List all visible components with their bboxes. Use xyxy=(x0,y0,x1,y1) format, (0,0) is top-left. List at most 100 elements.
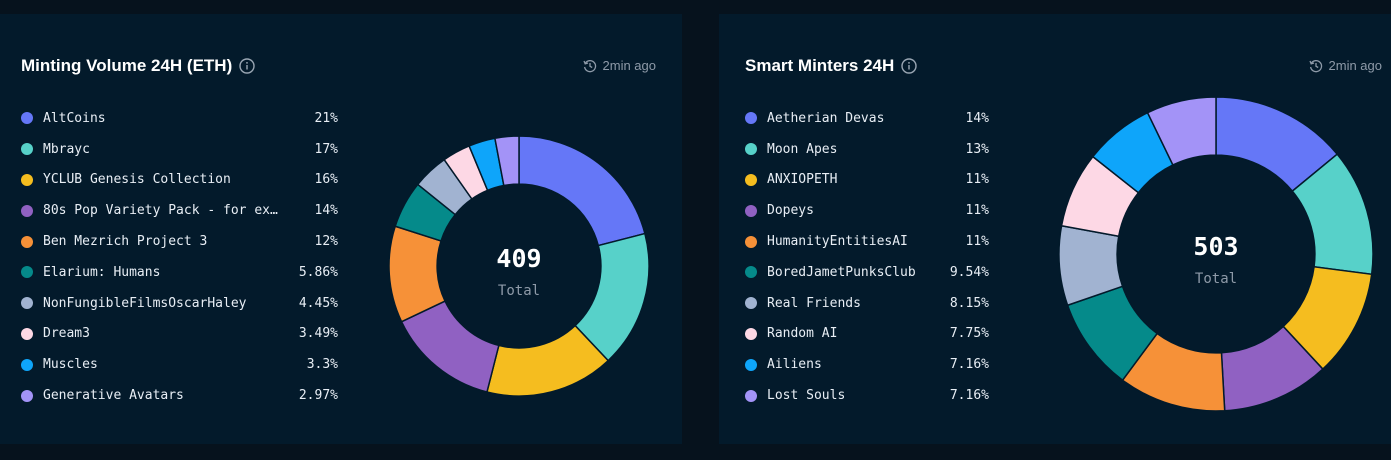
legend-label: Ben Mezrich Project 3 xyxy=(43,234,208,250)
legend-value: 7.16% xyxy=(949,388,989,404)
legend-item[interactable]: Moon Apes 13% xyxy=(745,134,989,165)
legend-label: Dream3 xyxy=(43,326,90,342)
legend-value: 11% xyxy=(965,172,989,188)
legend-swatch xyxy=(745,266,757,279)
legend-swatch xyxy=(745,204,757,217)
legend-item[interactable]: Lost Souls 7.16% xyxy=(745,380,989,411)
legend-label: BoredJametPunksClub xyxy=(767,264,916,280)
legend-swatch xyxy=(745,112,757,125)
legend-label: AltCoins xyxy=(43,110,106,126)
legend-item[interactable]: YCLUB Genesis Collection 16% xyxy=(21,165,338,196)
legend-label: Random AI xyxy=(767,326,838,342)
donut-slice[interactable] xyxy=(1146,96,1217,166)
legend-item[interactable]: Random AI 7.75% xyxy=(745,319,989,350)
legend-swatch xyxy=(21,297,33,310)
donut-slice[interactable] xyxy=(518,135,646,247)
legend-swatch xyxy=(745,358,757,371)
legend-item[interactable]: Muscles 3.3% xyxy=(21,349,338,380)
legend-swatch xyxy=(21,266,33,279)
legend-swatch xyxy=(21,143,33,156)
clock-refresh-icon xyxy=(1308,59,1322,72)
donut-chart: 503 Total xyxy=(1058,96,1374,412)
legend-value: 7.75% xyxy=(949,326,989,342)
legend-swatch xyxy=(21,389,33,402)
legend-label: NonFungibleFilmsOscarHaley xyxy=(43,295,247,311)
legend-swatch xyxy=(21,358,33,371)
legend-label: Moon Apes xyxy=(767,141,838,157)
smart-minters-card: Smart Minters 24H 2min ago Aetherian Dev… xyxy=(719,14,1391,444)
card-title-text: Minting Volume 24H (ETH) xyxy=(21,56,233,75)
legend-value: 16% xyxy=(314,172,338,188)
legend-item[interactable]: ANXIOPETH 11% xyxy=(745,165,989,196)
legend-value: 21% xyxy=(314,110,338,126)
last-updated: 2min ago xyxy=(1308,58,1382,73)
legend-item[interactable]: Aetherian Devas 14% xyxy=(745,103,989,134)
last-updated-text: 2min ago xyxy=(602,58,656,73)
legend-item[interactable]: Real Friends 8.15% xyxy=(745,288,989,319)
legend-item[interactable]: HumanityEntitiesAI 11% xyxy=(745,226,989,257)
legend-label: HumanityEntitiesAI xyxy=(767,234,908,250)
legend-swatch xyxy=(745,327,757,340)
legend-swatch xyxy=(21,327,33,340)
legend-value: 17% xyxy=(314,141,338,157)
legend-swatch xyxy=(21,173,33,186)
legend-swatch xyxy=(21,112,33,125)
legend-item[interactable]: Elarium: Humans 5.86% xyxy=(21,257,338,288)
chart-legend: Aetherian Devas 14% Moon Apes 13% ANXIOPETH 1… xyxy=(745,103,989,411)
legend-value: 4.45% xyxy=(298,295,338,311)
donut-total-label: Total xyxy=(498,283,540,299)
donut-total-label: Total xyxy=(1195,271,1237,287)
legend-label: Elarium: Humans xyxy=(43,264,161,280)
legend-value: 9.54% xyxy=(949,264,989,280)
legend-label: Muscles xyxy=(43,357,98,373)
legend-swatch xyxy=(745,173,757,186)
legend-value: 3.49% xyxy=(298,326,338,342)
legend-item[interactable]: Ben Mezrich Project 3 12% xyxy=(21,226,338,257)
legend-value: 2.97% xyxy=(298,388,338,404)
info-circle-icon[interactable] xyxy=(901,58,917,74)
legend-label: Ailiens xyxy=(767,357,822,373)
legend-label: ANXIOPETH xyxy=(767,172,838,188)
clock-refresh-icon xyxy=(582,59,596,72)
legend-value: 5.86% xyxy=(298,264,338,280)
legend-value: 3.3% xyxy=(306,357,338,373)
legend-swatch xyxy=(21,204,33,217)
legend-item[interactable]: Dopeys 11% xyxy=(745,195,989,226)
legend-label: Dopeys xyxy=(767,203,814,219)
legend-swatch xyxy=(21,235,33,248)
donut-chart: 409 Total xyxy=(388,135,650,397)
legend-label: Aetherian Devas xyxy=(767,110,885,126)
legend-item[interactable]: Mbrayc 17% xyxy=(21,134,338,165)
info-circle-icon[interactable] xyxy=(239,58,255,74)
legend-label: Lost Souls xyxy=(767,388,846,404)
legend-value: 7.16% xyxy=(949,357,989,373)
legend-item[interactable]: NonFungibleFilmsOscarHaley 4.45% xyxy=(21,288,338,319)
legend-label: Generative Avatars xyxy=(43,388,184,404)
legend-label: Mbrayc xyxy=(43,141,90,157)
legend-swatch xyxy=(745,297,757,310)
chart-legend: AltCoins 21% Mbrayc 17% YCLUB Genesis Collec… xyxy=(21,103,338,411)
legend-item[interactable]: AltCoins 21% xyxy=(21,103,338,134)
legend-swatch xyxy=(745,143,757,156)
legend-value: 8.15% xyxy=(949,295,989,311)
donut-slice[interactable] xyxy=(494,135,520,187)
legend-item[interactable]: Ailiens 7.16% xyxy=(745,349,989,380)
legend-value: 13% xyxy=(965,141,989,157)
legend-value: 11% xyxy=(965,203,989,219)
minting-volume-card: Minting Volume 24H (ETH) 2min ago AltCoi… xyxy=(0,14,682,444)
legend-label: YCLUB Genesis Collection xyxy=(43,172,231,188)
legend-value: 14% xyxy=(314,203,338,219)
legend-swatch xyxy=(745,235,757,248)
legend-item[interactable]: Dream3 3.49% xyxy=(21,319,338,350)
legend-item[interactable]: BoredJametPunksClub 9.54% xyxy=(745,257,989,288)
last-updated: 2min ago xyxy=(582,58,656,73)
legend-value: 14% xyxy=(965,110,989,126)
donut-total-value: 503 xyxy=(1193,232,1238,261)
legend-item[interactable]: Generative Avatars 2.97% xyxy=(21,380,338,411)
legend-value: 11% xyxy=(965,234,989,250)
legend-item[interactable]: 80s Pop Variety Pack - for ex… 14% xyxy=(21,195,338,226)
legend-value: 12% xyxy=(314,234,338,250)
donut-total-value: 409 xyxy=(496,244,541,273)
legend-label: Real Friends xyxy=(767,295,861,311)
legend-label: 80s Pop Variety Pack - for ex… xyxy=(43,203,278,219)
